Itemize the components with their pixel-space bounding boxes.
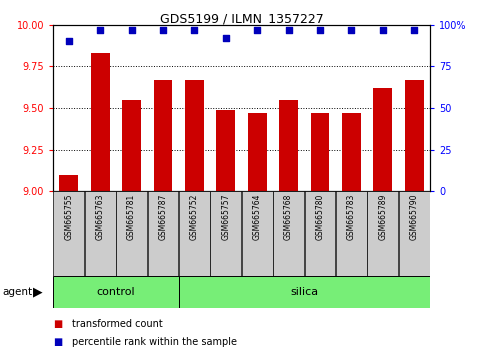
Bar <box>211 191 241 276</box>
Point <box>285 27 293 33</box>
Bar <box>405 80 424 191</box>
Bar <box>54 191 84 276</box>
Bar <box>122 99 141 191</box>
Text: GSM665757: GSM665757 <box>221 194 230 240</box>
Bar <box>179 191 210 276</box>
Bar <box>373 88 392 191</box>
Bar <box>368 191 398 276</box>
Point <box>348 27 355 33</box>
Point <box>191 27 199 33</box>
Bar <box>311 113 329 191</box>
Text: ■: ■ <box>53 319 62 329</box>
Bar <box>148 191 178 276</box>
Point <box>97 27 104 33</box>
Point <box>128 27 135 33</box>
Text: GSM665789: GSM665789 <box>378 194 387 240</box>
Text: percentile rank within the sample: percentile rank within the sample <box>72 337 238 347</box>
Bar <box>342 113 361 191</box>
Point <box>379 27 387 33</box>
Bar <box>116 191 147 276</box>
Text: agent: agent <box>2 287 32 297</box>
Point <box>316 27 324 33</box>
Text: GSM665752: GSM665752 <box>190 194 199 240</box>
Point <box>411 27 418 33</box>
Text: GSM665764: GSM665764 <box>253 194 262 240</box>
Text: GDS5199 / ILMN_1357227: GDS5199 / ILMN_1357227 <box>159 12 324 25</box>
Point <box>222 35 230 41</box>
Text: silica: silica <box>290 287 318 297</box>
Text: transformed count: transformed count <box>72 319 163 329</box>
Text: GSM665783: GSM665783 <box>347 194 356 240</box>
Bar <box>216 110 235 191</box>
Bar <box>53 276 179 308</box>
Text: GSM665755: GSM665755 <box>64 194 73 240</box>
Point <box>159 27 167 33</box>
Text: control: control <box>97 287 135 297</box>
Bar <box>179 276 430 308</box>
Point <box>253 27 261 33</box>
Text: GSM665763: GSM665763 <box>96 194 105 240</box>
Point <box>65 39 73 44</box>
Text: GSM665768: GSM665768 <box>284 194 293 240</box>
Bar <box>305 191 335 276</box>
Bar <box>154 80 172 191</box>
Bar <box>185 80 204 191</box>
Text: GSM665787: GSM665787 <box>158 194 168 240</box>
Bar <box>279 99 298 191</box>
Text: ▶: ▶ <box>33 286 43 298</box>
Bar <box>91 53 110 191</box>
Bar <box>59 175 78 191</box>
Bar <box>242 191 272 276</box>
Text: GSM665780: GSM665780 <box>315 194 325 240</box>
Bar <box>273 191 304 276</box>
Text: GSM665781: GSM665781 <box>127 194 136 240</box>
Text: GSM665790: GSM665790 <box>410 194 419 240</box>
Bar <box>248 113 267 191</box>
Text: ■: ■ <box>53 337 62 347</box>
Bar <box>85 191 115 276</box>
Bar <box>399 191 429 276</box>
Bar <box>336 191 367 276</box>
